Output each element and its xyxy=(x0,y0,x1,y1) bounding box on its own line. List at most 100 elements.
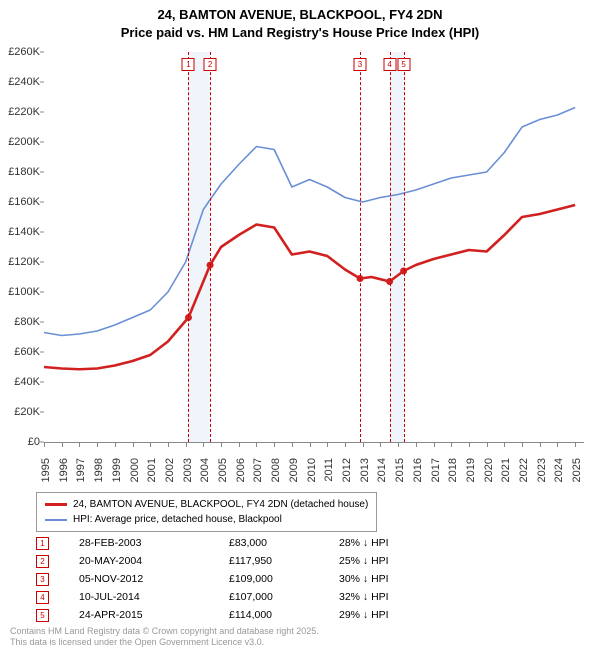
y-axis-label: £220K xyxy=(0,106,40,118)
x-tick xyxy=(540,442,541,447)
x-axis-label: 1995 xyxy=(40,458,52,494)
x-axis-label: 2013 xyxy=(359,458,371,494)
chart-plot-area: 12 3 45 xyxy=(44,52,584,443)
x-tick xyxy=(363,442,364,447)
y-axis-label: £80K xyxy=(0,316,40,328)
x-axis-label: 2006 xyxy=(235,458,247,494)
y-axis-label: £240K xyxy=(0,76,40,88)
event-marker-4: 4 xyxy=(383,58,396,71)
x-axis-label: 2007 xyxy=(252,458,264,494)
x-tick xyxy=(168,442,169,447)
x-axis-label: 2001 xyxy=(146,458,158,494)
x-tick xyxy=(239,442,240,447)
title-line2: Price paid vs. HM Land Registry's House … xyxy=(0,24,600,42)
event-vline xyxy=(390,52,391,442)
x-axis-label: 1997 xyxy=(75,458,87,494)
event-row-marker: 4 xyxy=(36,591,49,604)
event-row: 220-MAY-2004£117,95025% ↓ HPI xyxy=(36,552,429,570)
event-pct: 25% ↓ HPI xyxy=(339,555,429,567)
x-tick xyxy=(575,442,576,447)
event-pct: 28% ↓ HPI xyxy=(339,537,429,549)
event-price: £107,000 xyxy=(229,591,309,603)
x-axis-label: 2014 xyxy=(376,458,388,494)
x-tick xyxy=(398,442,399,447)
legend-row: 24, BAMTON AVENUE, BLACKPOOL, FY4 2DN (d… xyxy=(45,497,368,512)
x-tick xyxy=(186,442,187,447)
event-marker-2: 2 xyxy=(204,58,217,71)
event-row-marker: 3 xyxy=(36,573,49,586)
event-date: 24-APR-2015 xyxy=(79,609,199,621)
event-row-marker: 1 xyxy=(36,537,49,550)
x-axis-label: 2021 xyxy=(500,458,512,494)
x-axis-label: 1998 xyxy=(93,458,105,494)
x-tick xyxy=(469,442,470,447)
x-axis-label: 2009 xyxy=(288,458,300,494)
y-axis-label: £200K xyxy=(0,136,40,148)
footer-line1: Contains HM Land Registry data © Crown c… xyxy=(10,626,319,637)
x-axis-label: 2010 xyxy=(306,458,318,494)
x-tick xyxy=(416,442,417,447)
x-axis-label: 2011 xyxy=(323,458,335,494)
x-tick xyxy=(150,442,151,447)
x-axis-label: 2022 xyxy=(518,458,530,494)
event-row-marker: 5 xyxy=(36,609,49,622)
footer-attribution: Contains HM Land Registry data © Crown c… xyxy=(10,626,319,649)
x-axis-label: 2012 xyxy=(341,458,353,494)
legend-swatch xyxy=(45,519,67,521)
x-tick xyxy=(256,442,257,447)
event-price: £117,950 xyxy=(229,555,309,567)
event-row-marker: 2 xyxy=(36,555,49,568)
x-axis-label: 2005 xyxy=(217,458,229,494)
chart-title: 24, BAMTON AVENUE, BLACKPOOL, FY4 2DN Pr… xyxy=(0,0,600,41)
x-axis-label: 2020 xyxy=(483,458,495,494)
y-axis-label: £40K xyxy=(0,376,40,388)
event-pct: 30% ↓ HPI xyxy=(339,573,429,585)
y-axis-label: £60K xyxy=(0,346,40,358)
x-axis-label: 2017 xyxy=(430,458,442,494)
event-marker-1: 1 xyxy=(182,58,195,71)
x-tick xyxy=(133,442,134,447)
x-axis-label: 2018 xyxy=(447,458,459,494)
x-tick xyxy=(345,442,346,447)
y-axis-label: £20K xyxy=(0,406,40,418)
x-tick xyxy=(97,442,98,447)
x-tick xyxy=(44,442,45,447)
y-axis-label: £260K xyxy=(0,46,40,58)
event-date: 28-FEB-2003 xyxy=(79,537,199,549)
footer-line2: This data is licensed under the Open Gov… xyxy=(10,637,319,648)
x-tick xyxy=(79,442,80,447)
event-marker-3: 3 xyxy=(354,58,367,71)
x-axis-label: 2015 xyxy=(394,458,406,494)
x-axis-label: 2019 xyxy=(465,458,477,494)
event-row: 1 28-FEB-2003 £83,000 28% ↓ HPI xyxy=(36,534,429,552)
event-row: 410-JUL-2014£107,00032% ↓ HPI xyxy=(36,588,429,606)
x-tick xyxy=(380,442,381,447)
event-vline xyxy=(360,52,361,442)
x-axis-label: 2023 xyxy=(536,458,548,494)
x-tick xyxy=(522,442,523,447)
event-date: 05-NOV-2012 xyxy=(79,573,199,585)
event-date: 10-JUL-2014 xyxy=(79,591,199,603)
y-axis-label: £180K xyxy=(0,166,40,178)
chart-container: 24, BAMTON AVENUE, BLACKPOOL, FY4 2DN Pr… xyxy=(0,0,600,650)
y-axis-label: £0 xyxy=(0,436,40,448)
x-tick xyxy=(487,442,488,447)
x-tick xyxy=(292,442,293,447)
x-tick xyxy=(274,442,275,447)
x-axis-label: 2004 xyxy=(199,458,211,494)
x-axis-label: 1996 xyxy=(58,458,70,494)
event-price: £114,000 xyxy=(229,609,309,621)
y-axis-label: £140K xyxy=(0,226,40,238)
x-tick xyxy=(203,442,204,447)
x-axis-label: 2003 xyxy=(182,458,194,494)
x-tick xyxy=(62,442,63,447)
legend-label: 24, BAMTON AVENUE, BLACKPOOL, FY4 2DN (d… xyxy=(73,497,368,512)
x-tick xyxy=(434,442,435,447)
event-pct: 29% ↓ HPI xyxy=(339,609,429,621)
event-price: £83,000 xyxy=(229,537,309,549)
x-axis-label: 2008 xyxy=(270,458,282,494)
event-marker-5: 5 xyxy=(397,58,410,71)
x-tick xyxy=(557,442,558,447)
x-tick xyxy=(310,442,311,447)
x-axis-label: 2024 xyxy=(553,458,565,494)
